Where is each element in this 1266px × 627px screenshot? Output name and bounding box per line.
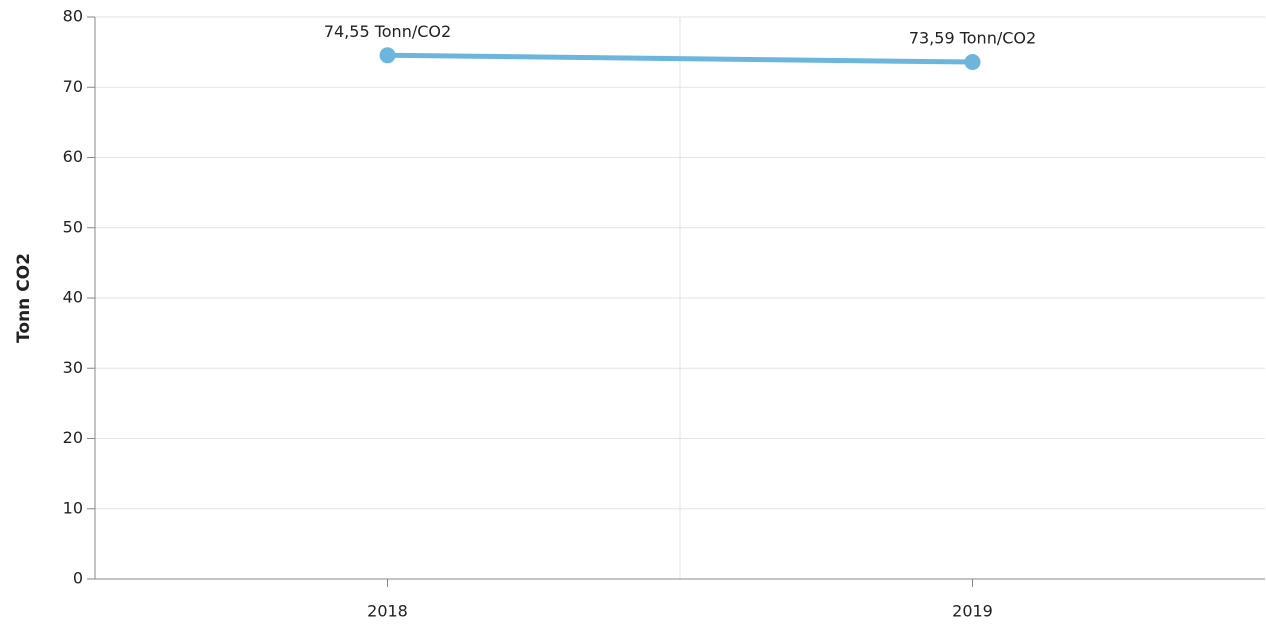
data-label: 73,59 Tonn/CO2 [909, 29, 1036, 48]
line [385, 52, 975, 65]
data-label: 74,55 Tonn/CO2 [324, 22, 451, 41]
y-tick-label: 30 [63, 358, 83, 377]
y-tick-label: 60 [63, 147, 83, 166]
y-axis-label: Tonn CO2 [14, 253, 34, 343]
y-tick-label: 20 [63, 428, 83, 447]
y-tick-label: 0 [73, 569, 83, 588]
x-tick-label: 2019 [952, 602, 993, 621]
point [964, 54, 981, 71]
y-tick-label: 10 [63, 498, 83, 517]
y-tick-label: 40 [63, 288, 83, 307]
x-tick-label: 2018 [367, 602, 408, 621]
y-tick-label: 70 [63, 77, 83, 96]
y-tick-label: 80 [63, 7, 83, 26]
point [379, 47, 396, 64]
y-tick-label: 50 [63, 217, 83, 236]
